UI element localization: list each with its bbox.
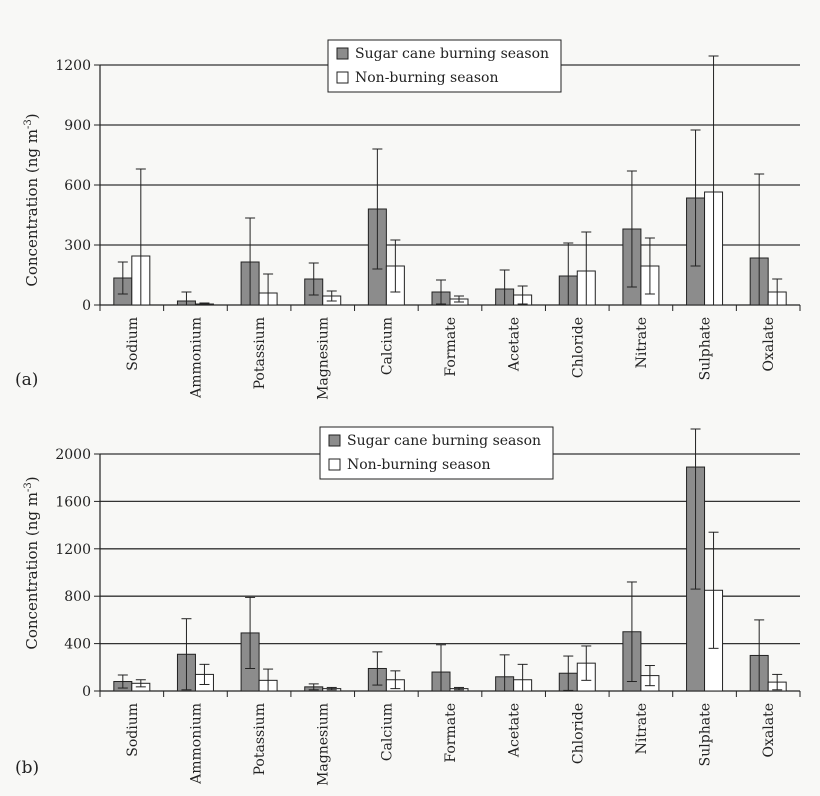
x-tick-label-sulphate: Sulphate xyxy=(698,703,714,766)
y-axis-label: Concentration (ng m-3) xyxy=(23,113,41,286)
panel-label: (a) xyxy=(15,370,38,390)
chart-panel-a: 0 300 600 900 1200 Sodium Ammonium Potassium Mag… xyxy=(15,39,801,400)
x-tick-label-chloride: Chloride xyxy=(570,703,586,764)
x-tick-label-formate: Formate xyxy=(443,703,459,763)
x-tick-label-magnesium: Magnesium xyxy=(316,317,332,400)
x-tick-label-potassium: Potassium xyxy=(252,317,268,389)
y-tick-label: 400 xyxy=(64,637,91,653)
legend-box xyxy=(327,39,562,93)
x-tick-label-oxalate: Oxalate xyxy=(761,317,777,371)
y-tick-label: 1200 xyxy=(55,58,91,74)
x-tick-label-calcium: Calcium xyxy=(379,703,395,761)
legend-label-burning: Sugar cane burning season xyxy=(347,433,541,449)
x-tick-label-chloride: Chloride xyxy=(570,317,586,378)
legend-swatch-nonburning xyxy=(336,71,349,84)
x-tick-label-acetate: Acetate xyxy=(507,703,523,758)
x-tick-label-oxalate: Oxalate xyxy=(761,703,777,757)
x-tick-label-calcium: Calcium xyxy=(379,317,395,375)
chart-panel-b: 0 400 800 1200 1600 2000 Sodium Ammonium Potassi… xyxy=(15,426,801,786)
legend-label-nonburning: Non-burning season xyxy=(347,457,490,473)
x-tick-label-ammonium: Ammonium xyxy=(188,317,204,399)
legend-label-nonburning: Non-burning season xyxy=(355,70,498,86)
legend-swatch-burning xyxy=(336,47,349,60)
x-tick-label-magnesium: Magnesium xyxy=(316,703,332,786)
x-tick-label-formate: Formate xyxy=(443,317,459,377)
x-tick-label-sodium: Sodium xyxy=(125,317,141,371)
x-tick-label-nitrate: Nitrate xyxy=(634,703,650,754)
x-tick-label-sulphate: Sulphate xyxy=(698,317,714,380)
panel-label: (b) xyxy=(15,758,39,778)
x-tick-label-acetate: Acetate xyxy=(507,317,523,372)
x-tick-label-potassium: Potassium xyxy=(252,703,268,775)
x-tick-label-sodium: Sodium xyxy=(125,703,141,757)
y-tick-label: 0 xyxy=(82,684,91,700)
y-tick-label: 600 xyxy=(64,178,91,194)
y-axis-label: Concentration (ng m-3) xyxy=(23,476,41,649)
legend-swatch-burning xyxy=(328,434,341,447)
x-tick-label-ammonium: Ammonium xyxy=(188,703,204,785)
legend: Sugar cane burning season Non-burning sea… xyxy=(319,426,554,480)
legend-box xyxy=(319,426,554,480)
legend-swatch-nonburning xyxy=(328,458,341,471)
y-tick-label: 300 xyxy=(64,238,91,254)
y-tick-label: 800 xyxy=(64,589,91,605)
y-tick-label: 1600 xyxy=(55,494,91,510)
x-tick-label-nitrate: Nitrate xyxy=(634,317,650,368)
y-tick-label: 1200 xyxy=(55,542,91,558)
legend: Sugar cane burning season Non-burning sea… xyxy=(327,39,562,93)
y-tick-label: 0 xyxy=(82,298,91,314)
y-tick-label: 900 xyxy=(64,118,91,134)
y-tick-label: 2000 xyxy=(55,447,91,463)
legend-label-burning: Sugar cane burning season xyxy=(355,46,549,62)
